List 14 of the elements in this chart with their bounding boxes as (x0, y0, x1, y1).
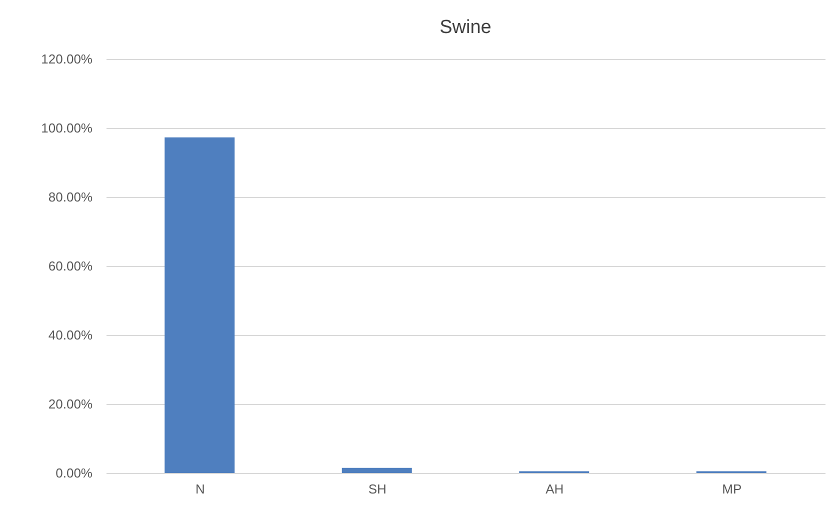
y-tick-label: 0.00% (56, 466, 93, 480)
y-tick-label: 120.00% (41, 52, 93, 66)
chart-title: Swine (440, 17, 492, 38)
y-tick-label: 80.00% (48, 190, 93, 204)
x-tick-label: MP (722, 482, 742, 496)
y-tick-label: 20.00% (48, 396, 93, 412)
x-tick-label: N (195, 482, 205, 496)
y-tick-label: 100.00% (41, 120, 93, 136)
x-tick-label: SH (368, 482, 386, 496)
bar (164, 137, 235, 473)
bar (342, 468, 412, 473)
y-tick-label: 40.00% (48, 328, 93, 342)
y-tick-label: 60.00% (48, 258, 93, 274)
x-tick-label: AH (546, 482, 564, 496)
